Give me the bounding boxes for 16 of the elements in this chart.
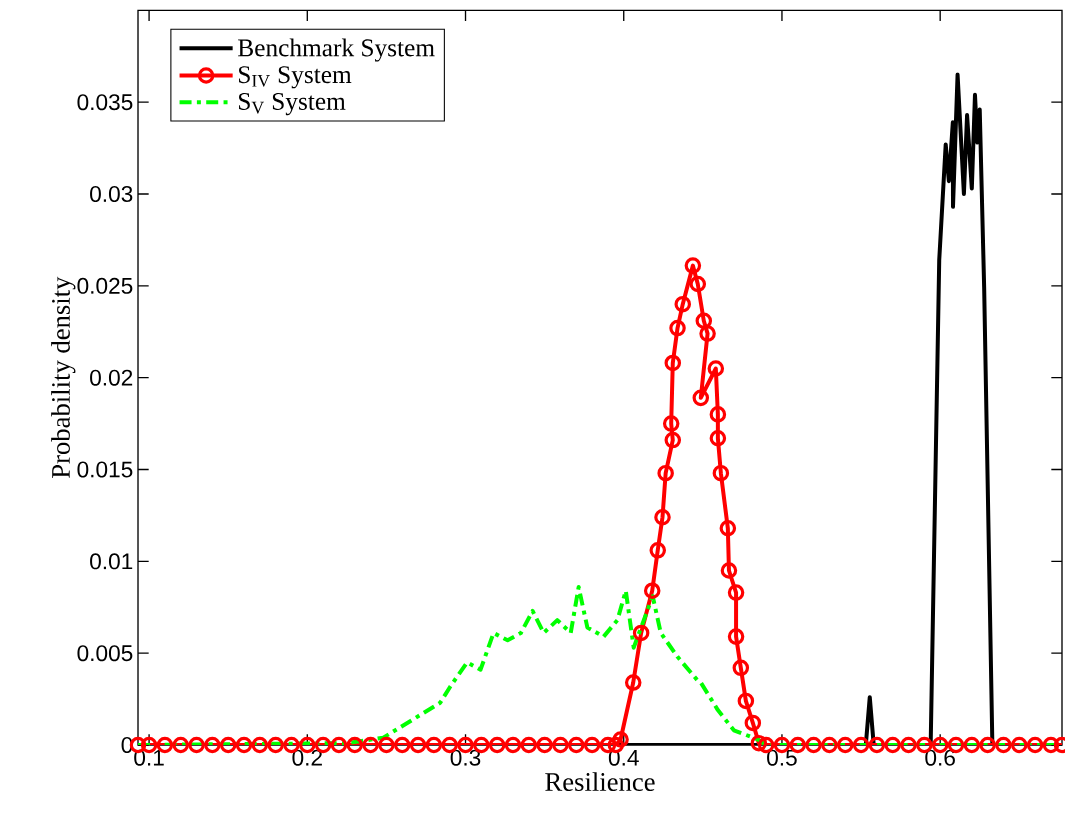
y-tick-label: 0.035 (77, 94, 133, 111)
legend-label: S$_{IV}$ System (239, 66, 352, 89)
y-tick-label: 0.025 (77, 277, 133, 294)
x-tick-label: 0.5 (767, 749, 797, 766)
y-tick-label: 0.01 (90, 553, 133, 570)
y-axis-title: Probability density (51, 276, 76, 478)
legend-label: Benchmark System (238, 38, 435, 62)
y-tick-label: 0.03 (90, 185, 133, 203)
x-axis-title: Resilience (545, 772, 655, 791)
x-tick-label: 0.3 (450, 749, 481, 766)
y-tick-label: 0.015 (77, 461, 133, 478)
y-tick-label: 0.02 (90, 369, 133, 386)
x-tick-label: 0.2 (292, 749, 322, 766)
y-tick-label: 0.005 (77, 645, 133, 662)
legend-label: S$_{V}$ System (239, 92, 346, 116)
x-tick-label: 0.6 (925, 749, 955, 766)
